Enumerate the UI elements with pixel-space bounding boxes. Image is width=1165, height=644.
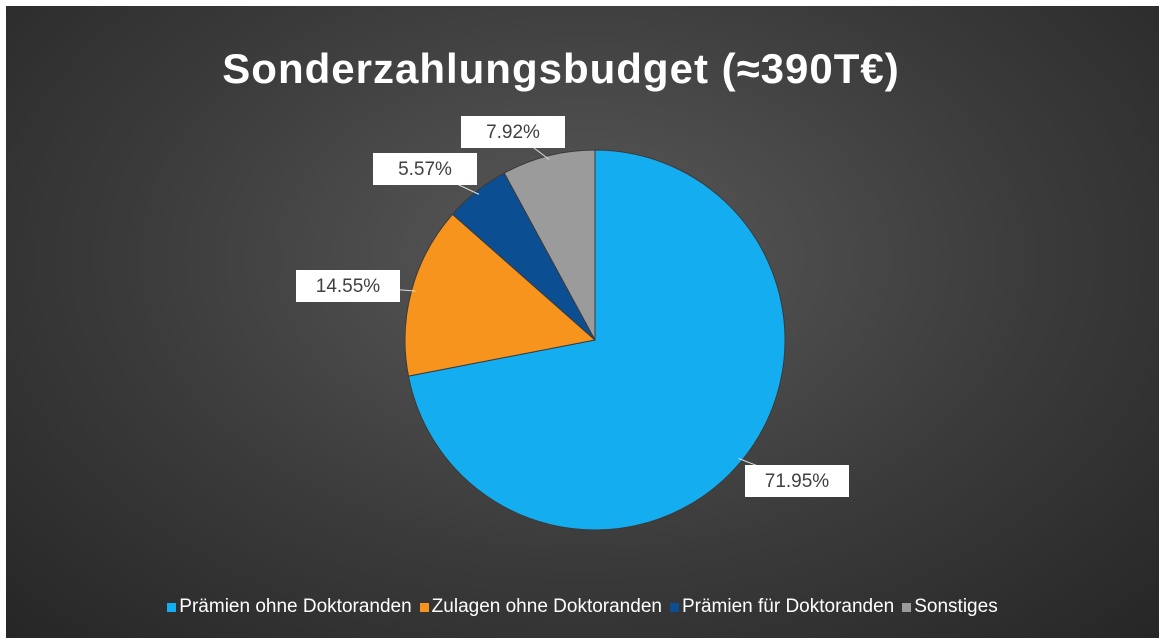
label-box	[461, 116, 565, 148]
legend-swatch	[669, 602, 679, 612]
legend-label: Sonstiges	[914, 596, 998, 617]
legend-label: Zulagen ohne Doktoranden	[431, 596, 662, 617]
chart-title: Sonderzahlungsbudget (≈390T€)	[222, 45, 899, 92]
pie-slice	[407, 149, 786, 531]
legend-swatch	[419, 602, 429, 612]
legend-label: Prämien ohne Doktoranden	[179, 596, 412, 617]
label-box	[373, 153, 477, 185]
chart-svg: Sonderzahlungsbudget (≈390T€) 71.95% 14.5…	[222, 45, 899, 531]
legend-item: Zulagen ohne Doktoranden	[419, 596, 662, 618]
legend-item: Prämien für Doktoranden	[669, 596, 895, 618]
legend-item: Sonstiges	[902, 596, 998, 618]
label-box	[296, 270, 400, 302]
legend-swatch	[167, 602, 177, 612]
legend: Prämien ohne Doktoranden Zulagen ohne Dok…	[6, 596, 1159, 618]
pie-slice	[503, 149, 596, 341]
label-box	[745, 465, 849, 497]
legend-swatch	[902, 602, 912, 612]
pie-slice	[404, 213, 597, 377]
legend-item: Prämien ohne Doktoranden	[167, 596, 412, 618]
chart: Sonderzahlungsbudget (≈390T€) 71.95% 14.5…	[6, 6, 1159, 638]
data-label: 71.95%	[765, 471, 830, 492]
data-label: 7.92%	[486, 122, 540, 143]
legend-label: Prämien für Doktoranden	[681, 596, 895, 617]
data-label: 14.55%	[316, 276, 381, 297]
data-label: 5.57%	[398, 159, 452, 180]
